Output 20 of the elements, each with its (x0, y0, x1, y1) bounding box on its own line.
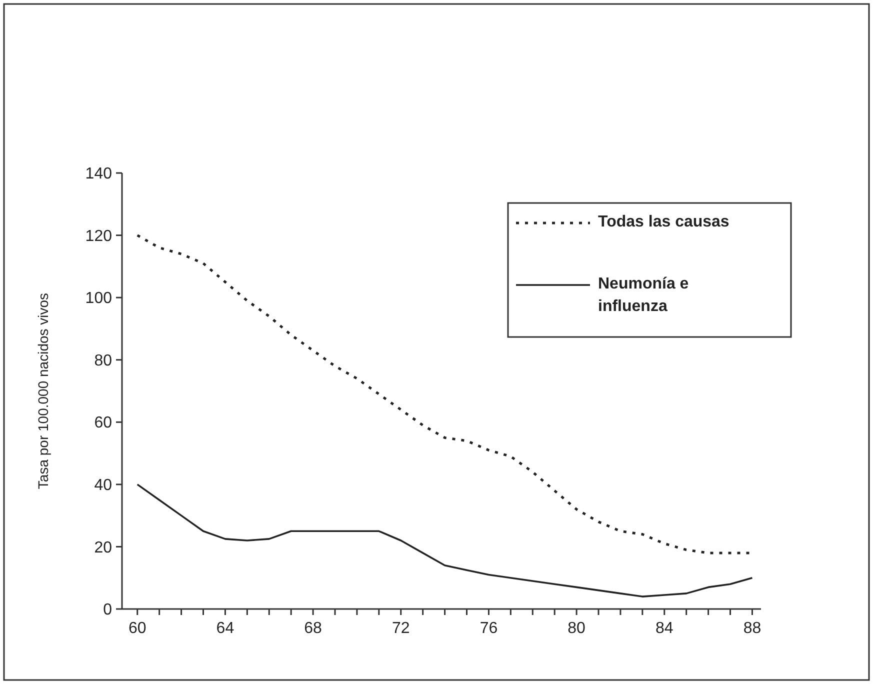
y-tick-label: 80 (94, 352, 112, 370)
legend-label: Neumonía e influenza (598, 276, 689, 315)
y-tick-label: 40 (94, 477, 112, 494)
x-tick-label: 68 (304, 620, 322, 637)
y-tick-label: 20 (94, 539, 112, 556)
x-tick-label: 88 (743, 620, 762, 637)
x-tick-label: 76 (480, 620, 498, 637)
y-tick-label: 60 (94, 414, 112, 432)
x-tick-label: 80 (568, 620, 586, 637)
x-tick-label: 84 (655, 620, 674, 637)
y-tick-label: 140 (85, 166, 112, 183)
y-tick-label: 100 (85, 290, 112, 308)
x-tick-label: 64 (216, 620, 234, 637)
legend-label: Todas las causas (598, 214, 730, 231)
y-axis-title: Tasa por 100.000 nacidos vivos (35, 292, 51, 490)
x-tick-label: 72 (392, 620, 410, 637)
line-series (136, 484, 754, 598)
y-tick-label: 120 (85, 228, 112, 245)
x-tick-label: 60 (128, 620, 146, 637)
y-tick-label: 0 (103, 602, 112, 619)
